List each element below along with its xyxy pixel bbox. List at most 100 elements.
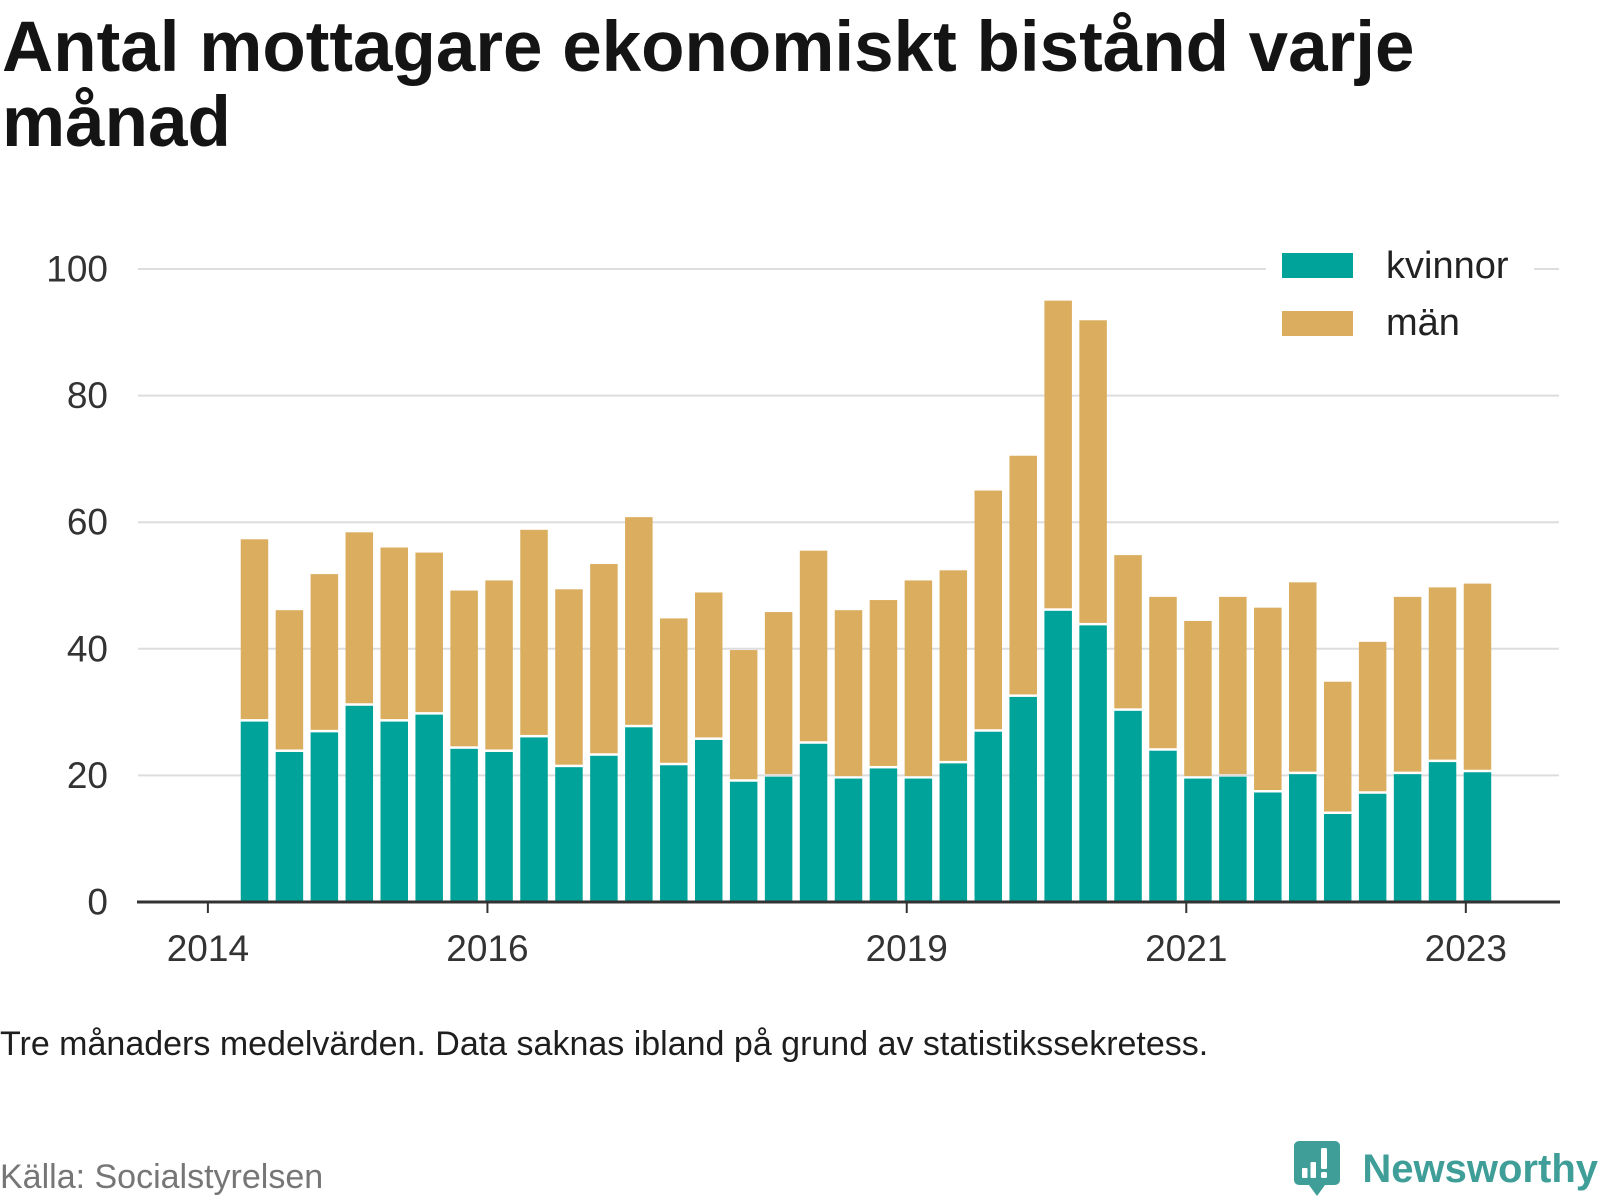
stacked-bar-chart: 0 20 40 60 80 100 2014 2016 2019 2021 2023 kvinno… (46, 238, 1560, 969)
chart-footnote: Tre månaders medelvärden. Data saknas ib… (0, 1025, 1209, 1063)
bar-man-2020-02 (1044, 300, 1072, 609)
bar-kvinnor-2019-11 (1009, 696, 1037, 902)
logo-wordmark: Newsworthy (1362, 1147, 1598, 1191)
bar-kvinnor-2015-08 (415, 714, 443, 902)
bar-man-2022-02 (1323, 681, 1352, 812)
logo-icon-bubble (1294, 1141, 1341, 1196)
bar-man-2021-02 (1184, 620, 1212, 777)
bar-kvinnor-2016-02 (485, 751, 513, 902)
bar-man-2020-08 (1114, 555, 1142, 709)
y-axis: 0 20 40 60 80 100 (46, 249, 108, 923)
bar-kvinnor-2020-02 (1044, 610, 1072, 902)
bar-man-2022-11 (1428, 587, 1457, 760)
bar-man-2014-05 (240, 539, 269, 720)
bar-kvinnor-2017-05 (660, 765, 688, 902)
y-tick-label: 40 (67, 628, 108, 669)
bar-kvinnor-2014-08 (275, 751, 304, 902)
bars (240, 300, 1492, 902)
logo-icon-bar-small (1302, 1168, 1308, 1178)
bar-kvinnor-2019-02 (904, 778, 933, 902)
bar-man-2015-11 (450, 590, 478, 747)
bar-man-2021-11 (1289, 582, 1317, 772)
bar-kvinnor-2022-05 (1358, 793, 1387, 902)
x-axis: 2014 2016 2019 2021 2023 (137, 900, 1560, 969)
bar-kvinnor-2015-05 (380, 721, 408, 902)
bar-man-2017-02 (625, 517, 653, 725)
bar-kvinnor-2015-02 (345, 705, 374, 902)
bar-kvinnor-2016-05 (520, 737, 548, 902)
bar-kvinnor-2023-02 (1463, 772, 1492, 902)
bar-man-2018-05 (799, 550, 828, 742)
bar-man-2017-08 (694, 592, 723, 738)
bar-man-2019-05 (939, 570, 968, 761)
bar-kvinnor-2022-08 (1393, 774, 1422, 902)
bar-kvinnor-2018-08 (834, 778, 863, 902)
newsworthy-logo: Newsworthy (1294, 1140, 1598, 1198)
bar-man-2020-11 (1149, 596, 1177, 749)
bar-kvinnor-2016-08 (555, 767, 583, 902)
bar-man-2019-02 (904, 580, 933, 777)
bar-kvinnor-2017-02 (625, 727, 653, 902)
bar-man-2014-08 (275, 610, 304, 750)
legend-swatch-kvinnor (1282, 253, 1353, 278)
bar-man-2020-05 (1079, 320, 1107, 623)
bar-kvinnor-2017-08 (694, 739, 723, 902)
bar-man-2021-08 (1254, 607, 1282, 790)
bar-man-2022-08 (1393, 596, 1422, 772)
bar-man-2015-05 (380, 547, 408, 720)
bar-man-2016-11 (590, 563, 618, 754)
x-tick-label: 2016 (446, 928, 528, 969)
source-credit: Källa: Socialstyrelsen (0, 1158, 324, 1196)
bar-kvinnor-2014-11 (310, 732, 339, 902)
gridlines (138, 268, 1559, 777)
bar-kvinnor-2015-11 (450, 748, 478, 902)
bar-man-2018-02 (764, 612, 793, 775)
bar-man-2016-05 (520, 529, 548, 735)
bar-kvinnor-2020-05 (1079, 625, 1107, 902)
bar-kvinnor-2021-08 (1254, 792, 1282, 902)
x-tick-label: 2023 (1425, 928, 1507, 969)
bar-man-2018-11 (869, 600, 898, 766)
bar-man-2021-05 (1219, 596, 1247, 775)
legend-label-man: män (1386, 302, 1460, 344)
bar-kvinnor-2021-02 (1184, 778, 1212, 902)
y-tick-label: 60 (67, 502, 108, 543)
bar-kvinnor-2019-05 (939, 763, 968, 902)
bar-kvinnor-2021-11 (1289, 774, 1317, 902)
bar-kvinnor-2022-11 (1428, 762, 1457, 902)
bar-man-2016-02 (485, 580, 513, 750)
y-tick-label: 80 (67, 375, 108, 416)
bar-kvinnor-2014-05 (240, 721, 269, 902)
bar-kvinnor-2018-05 (799, 743, 828, 902)
bar-man-2018-08 (834, 610, 863, 777)
bar-man-2019-11 (1009, 455, 1037, 695)
bar-man-2019-08 (974, 490, 1003, 730)
bar-man-2023-02 (1463, 583, 1492, 770)
logo-icon-exclamation-stem (1321, 1148, 1328, 1169)
bar-man-2017-11 (729, 650, 758, 780)
logo-icon-bar-medium (1310, 1162, 1317, 1178)
y-tick-label: 100 (46, 249, 108, 290)
x-tick-label: 2021 (1145, 928, 1227, 969)
bar-man-2015-02 (345, 532, 374, 704)
y-tick-label: 0 (87, 882, 108, 923)
logo-icon-exclamation-dot (1321, 1172, 1328, 1178)
newsworthy-bubble-chart-icon (1294, 1141, 1341, 1196)
legend-label-kvinnor: kvinnor (1386, 245, 1509, 287)
bar-kvinnor-2016-11 (590, 755, 618, 902)
bar-kvinnor-2017-11 (729, 781, 758, 902)
legend: kvinnor män (1266, 238, 1534, 348)
bar-kvinnor-2020-11 (1149, 750, 1177, 902)
x-tick-label: 2019 (866, 928, 948, 969)
x-tick-label: 2014 (167, 928, 249, 969)
bar-man-2014-11 (310, 574, 339, 730)
bar-kvinnor-2018-02 (764, 776, 793, 902)
chart-title: Antal mottagare ekonomiskt bistånd varje… (2, 8, 1415, 162)
legend-swatch-man (1282, 311, 1353, 336)
bar-man-2022-05 (1358, 641, 1387, 792)
bar-man-2016-08 (555, 589, 583, 765)
bar-man-2017-05 (660, 618, 688, 763)
bar-kvinnor-2019-08 (974, 731, 1003, 902)
bar-man-2015-08 (415, 552, 443, 713)
bar-kvinnor-2022-02 (1323, 814, 1352, 902)
